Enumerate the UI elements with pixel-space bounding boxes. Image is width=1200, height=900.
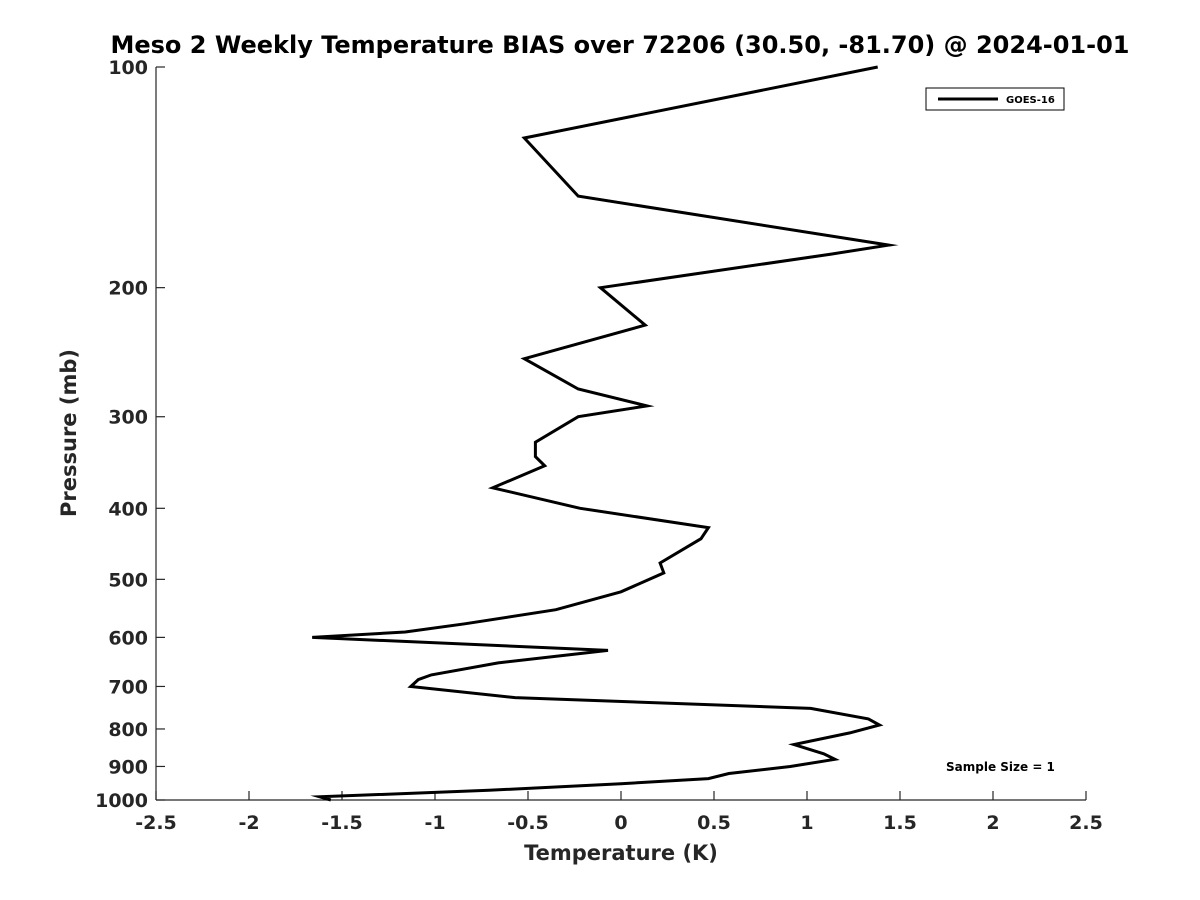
y-tick-label: 200 <box>108 278 148 300</box>
series-line-goes16 <box>310 65 899 802</box>
axes: -2.5 -2 -1.5 -1 -0.5 0 0.5 1 1.5 2 2.5 100 200 300 400… <box>95 57 1103 834</box>
y-tick-label: 600 <box>108 627 148 649</box>
y-tick-label: 400 <box>108 498 148 520</box>
x-axis-label: Temperature (K) <box>524 841 718 865</box>
plot-area <box>156 67 1086 800</box>
x-tick-label: 2.5 <box>1069 812 1103 834</box>
x-tick-label: -2 <box>238 812 259 834</box>
legend: GOES-16 <box>925 87 1065 111</box>
x-tick-label: -0.5 <box>507 812 549 834</box>
series-layer <box>310 65 899 802</box>
x-tick-label: 2 <box>986 812 999 834</box>
y-tick-label: 1000 <box>95 790 148 812</box>
x-tick-label: 0.5 <box>697 812 731 834</box>
x-tick-label: -2.5 <box>135 812 177 834</box>
y-axis-label: Pressure (mb) <box>57 349 81 517</box>
y-tick-label: 300 <box>108 407 148 429</box>
y-tick-label: 500 <box>108 569 148 591</box>
x-tick-label: 1.5 <box>883 812 917 834</box>
x-tick-label: -1.5 <box>321 812 363 834</box>
x-tick-label: 0 <box>614 812 627 834</box>
y-tick-label: 100 <box>108 57 148 79</box>
sample-size-annotation: Sample Size = 1 <box>946 760 1055 774</box>
x-tick-label: -1 <box>424 812 445 834</box>
legend-label-goes16: GOES-16 <box>1006 95 1055 106</box>
x-tick-label: 1 <box>800 812 813 834</box>
y-tick-label: 700 <box>108 676 148 698</box>
y-tick-label: 900 <box>108 756 148 778</box>
chart-title: Meso 2 Weekly Temperature BIAS over 7220… <box>110 31 1129 59</box>
y-tick-label: 800 <box>108 719 148 741</box>
